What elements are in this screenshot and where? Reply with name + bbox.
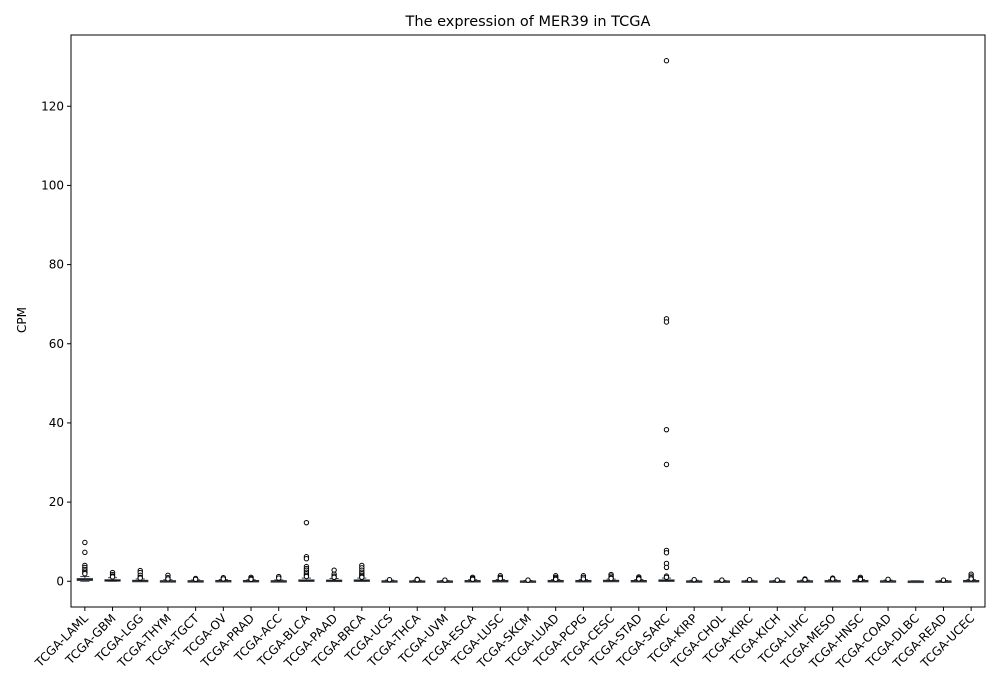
- plot-area: 020406080100120TCGA-LAMLTCGA-GBMTCGA-LGG…: [32, 34, 986, 672]
- outlier-point: [663, 58, 670, 64]
- outlier-point: [663, 319, 670, 325]
- outlier-point: [829, 576, 836, 582]
- y-tick-label: 120: [41, 99, 64, 113]
- y-tick-label: 100: [41, 178, 64, 192]
- box-group: [76, 539, 93, 582]
- box-group: [963, 571, 980, 583]
- outlier-point: [525, 577, 531, 583]
- outlier-point: [857, 576, 864, 582]
- outlier-point: [276, 575, 282, 581]
- box-group: [187, 575, 204, 583]
- box-group: [769, 577, 786, 583]
- outlier-point: [109, 574, 116, 580]
- box-group: [658, 58, 675, 582]
- box-group: [907, 580, 924, 584]
- box-group: [796, 576, 814, 583]
- outlier-point: [968, 576, 974, 582]
- outlier-point: [497, 575, 504, 582]
- outlier-point: [719, 577, 725, 583]
- box-group: [270, 573, 287, 583]
- box-group: [519, 577, 537, 583]
- box-group: [630, 574, 647, 583]
- outlier-point: [608, 575, 614, 582]
- y-tick-label: 20: [49, 495, 64, 509]
- outlier-point: [82, 571, 88, 577]
- outlier-point: [746, 576, 753, 583]
- outlier-point: [774, 577, 780, 583]
- box-group: [132, 567, 149, 583]
- box-group: [326, 567, 343, 583]
- outlier-point: [663, 550, 670, 556]
- box-group: [852, 574, 869, 583]
- box-group: [159, 572, 177, 583]
- y-tick-label: 0: [56, 574, 64, 588]
- outlier-point: [552, 576, 559, 582]
- box-group: [575, 573, 592, 583]
- outlier-point: [442, 577, 448, 583]
- box-group: [935, 577, 952, 583]
- y-tick-label: 60: [49, 337, 64, 351]
- outlier-point: [165, 576, 171, 582]
- outlier-point: [82, 539, 88, 546]
- outlier-point: [137, 575, 143, 581]
- box-group: [381, 576, 398, 583]
- box-group: [686, 576, 703, 583]
- chart-title: The expression of MER39 in TCGA: [405, 14, 651, 30]
- y-axis-label: CPM: [15, 307, 29, 333]
- box-group: [464, 574, 481, 583]
- outlier-point: [691, 576, 697, 583]
- box-group: [879, 576, 897, 583]
- box-group: [492, 573, 509, 583]
- box-group: [409, 576, 426, 583]
- box-group: [713, 577, 730, 583]
- outlier-point: [303, 519, 310, 526]
- outlier-point: [359, 574, 365, 581]
- outlier-point: [663, 426, 670, 433]
- outlier-point: [469, 576, 476, 582]
- outlier-point: [192, 576, 199, 582]
- outlier-point: [303, 556, 310, 562]
- box-group: [547, 573, 564, 583]
- outlier-point: [303, 573, 310, 580]
- outlier-point: [802, 576, 808, 583]
- outlier-point: [331, 574, 337, 581]
- y-tick-label: 80: [49, 258, 64, 272]
- box-group: [215, 575, 232, 583]
- box-group: [602, 571, 620, 583]
- box-group: [741, 576, 758, 583]
- box-group: [436, 577, 454, 583]
- axes-frame: [70, 34, 986, 608]
- outlier-point: [636, 576, 642, 582]
- box-group: [242, 574, 260, 583]
- outlier-point: [220, 576, 227, 582]
- box-group: [298, 519, 315, 582]
- outlier-point: [663, 564, 670, 571]
- box-group: [104, 569, 121, 582]
- outlier-point: [885, 576, 891, 582]
- box-group: [824, 575, 841, 583]
- outlier-point: [248, 576, 254, 582]
- outlier-point: [82, 549, 88, 556]
- outlier-point: [414, 576, 420, 583]
- outlier-point: [663, 574, 670, 581]
- outlier-point: [386, 576, 393, 583]
- outlier-point: [580, 576, 587, 582]
- outlier-point: [940, 577, 947, 583]
- y-tick-label: 40: [49, 416, 64, 430]
- box-group: [353, 562, 370, 582]
- outlier-point: [663, 461, 670, 468]
